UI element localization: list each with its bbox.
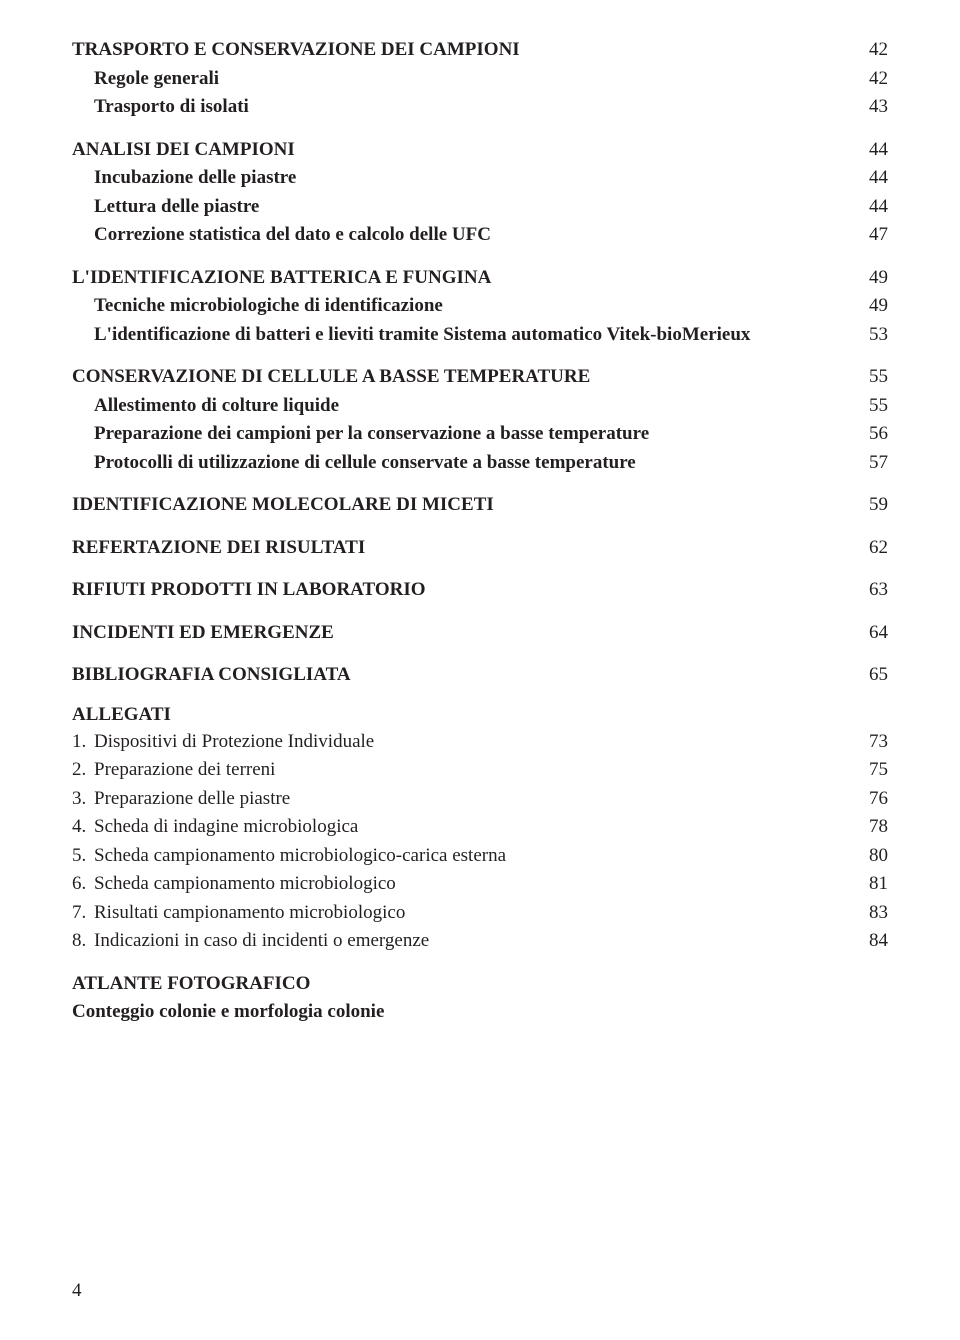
toc-page: 43 — [848, 93, 888, 122]
toc-label: Lettura delle piastre — [94, 193, 848, 222]
allegati-label: 1.Dispositivi di Protezione Individuale — [72, 728, 848, 757]
toc-label: CONSERVAZIONE DI CELLULE A BASSE TEMPERA… — [72, 363, 848, 392]
toc-page: 65 — [848, 661, 888, 690]
toc-label: RIFIUTI PRODOTTI IN LABORATORIO — [72, 576, 848, 605]
toc-label: INCIDENTI ED EMERGENZE — [72, 619, 848, 648]
toc-page: 44 — [848, 164, 888, 193]
allegati-row: 5.Scheda campionamento microbiologico-ca… — [72, 842, 888, 871]
toc-label: Incubazione delle piastre — [94, 164, 848, 193]
toc-row: BIBLIOGRAFIA CONSIGLIATA65 — [72, 661, 888, 690]
allegati-label: 6.Scheda campionamento microbiologico — [72, 870, 848, 899]
toc-row: Allestimento di colture liquide55 — [72, 392, 888, 421]
toc-label: Preparazione dei campioni per la conserv… — [94, 420, 848, 449]
toc-row: IDENTIFICAZIONE MOLECOLARE DI MICETI59 — [72, 491, 888, 520]
allegati-page: 80 — [848, 842, 888, 871]
allegati-label: 4.Scheda di indagine microbiologica — [72, 813, 848, 842]
toc-row: TRASPORTO E CONSERVAZIONE DEI CAMPIONI42 — [72, 36, 888, 65]
toc-page: 44 — [848, 136, 888, 165]
toc-row: CONSERVAZIONE DI CELLULE A BASSE TEMPERA… — [72, 363, 888, 392]
allegati-label: 5.Scheda campionamento microbiologico-ca… — [72, 842, 848, 871]
allegati-page: 84 — [848, 927, 888, 956]
toc-label: Protocolli di utilizzazione di cellule c… — [94, 449, 848, 478]
toc-label: Regole generali — [94, 65, 848, 94]
toc-page: 49 — [848, 264, 888, 293]
allegati-label: 7.Risultati campionamento microbiologico — [72, 899, 848, 928]
toc-row: Tecniche microbiologiche di identificazi… — [72, 292, 888, 321]
toc-row: REFERTAZIONE DEI RISULTATI62 — [72, 534, 888, 563]
toc-section: REFERTAZIONE DEI RISULTATI62 — [72, 534, 888, 563]
toc-section: CONSERVAZIONE DI CELLULE A BASSE TEMPERA… — [72, 363, 888, 477]
toc-page: 64 — [848, 619, 888, 648]
toc-page: 44 — [848, 193, 888, 222]
page-number: 4 — [72, 1280, 82, 1302]
allegati-label: 8.Indicazioni in caso di incidenti o eme… — [72, 927, 848, 956]
toc-page: 59 — [848, 491, 888, 520]
atlante-line2: Conteggio colonie e morfologia colonie — [72, 998, 888, 1027]
toc-page: 55 — [848, 392, 888, 421]
toc-row: Lettura delle piastre44 — [72, 193, 888, 222]
toc-page: 49 — [848, 292, 888, 321]
toc-section: IDENTIFICAZIONE MOLECOLARE DI MICETI59 — [72, 491, 888, 520]
allegati-page: 78 — [848, 813, 888, 842]
toc-page: 42 — [848, 65, 888, 94]
toc-page: 47 — [848, 221, 888, 250]
toc-label: BIBLIOGRAFIA CONSIGLIATA — [72, 661, 848, 690]
allegati-row: 1.Dispositivi di Protezione Individuale7… — [72, 728, 888, 757]
toc-section: RIFIUTI PRODOTTI IN LABORATORIO63 — [72, 576, 888, 605]
allegati-page: 76 — [848, 785, 888, 814]
toc-page: 53 — [848, 321, 888, 350]
toc-row: L'IDENTIFICAZIONE BATTERICA E FUNGINA49 — [72, 264, 888, 293]
toc-label: ANALISI DEI CAMPIONI — [72, 136, 848, 165]
toc-row: ANALISI DEI CAMPIONI44 — [72, 136, 888, 165]
allegati-page: 81 — [848, 870, 888, 899]
toc-section: L'IDENTIFICAZIONE BATTERICA E FUNGINA49T… — [72, 264, 888, 350]
toc-page: 57 — [848, 449, 888, 478]
atlante-section: ATLANTE FOTOGRAFICO Conteggio colonie e … — [72, 970, 888, 1027]
toc-row: Incubazione delle piastre44 — [72, 164, 888, 193]
toc-row: RIFIUTI PRODOTTI IN LABORATORIO63 — [72, 576, 888, 605]
toc-label: REFERTAZIONE DEI RISULTATI — [72, 534, 848, 563]
allegati-section: ALLEGATI 1.Dispositivi di Protezione Ind… — [72, 704, 888, 956]
toc-label: Correzione statistica del dato e calcolo… — [94, 221, 848, 250]
toc-row: L'identificazione di batteri e lieviti t… — [72, 321, 888, 350]
toc-section: INCIDENTI ED EMERGENZE64 — [72, 619, 888, 648]
allegati-page: 83 — [848, 899, 888, 928]
toc-row: Protocolli di utilizzazione di cellule c… — [72, 449, 888, 478]
toc-label: Trasporto di isolati — [94, 93, 848, 122]
toc-row: Regole generali42 — [72, 65, 888, 94]
toc-label: TRASPORTO E CONSERVAZIONE DEI CAMPIONI — [72, 36, 848, 65]
allegati-row: 7.Risultati campionamento microbiologico… — [72, 899, 888, 928]
atlante-line1: ATLANTE FOTOGRAFICO — [72, 970, 888, 999]
toc-sections: TRASPORTO E CONSERVAZIONE DEI CAMPIONI42… — [72, 36, 888, 690]
toc-row: Correzione statistica del dato e calcolo… — [72, 221, 888, 250]
allegati-row: 4.Scheda di indagine microbiologica78 — [72, 813, 888, 842]
toc-row: Trasporto di isolati43 — [72, 93, 888, 122]
toc-section: ANALISI DEI CAMPIONI44Incubazione delle … — [72, 136, 888, 250]
allegati-row: 3.Preparazione delle piastre76 — [72, 785, 888, 814]
toc-page: 42 — [848, 36, 888, 65]
allegati-row: 8.Indicazioni in caso di incidenti o eme… — [72, 927, 888, 956]
allegati-items: 1.Dispositivi di Protezione Individuale7… — [72, 728, 888, 956]
toc-page: 62 — [848, 534, 888, 563]
toc-page: 55 — [848, 363, 888, 392]
allegati-label: 3.Preparazione delle piastre — [72, 785, 848, 814]
toc-section: BIBLIOGRAFIA CONSIGLIATA65 — [72, 661, 888, 690]
allegati-row: 2.Preparazione dei terreni75 — [72, 756, 888, 785]
toc-label: L'identificazione di batteri e lieviti t… — [94, 321, 848, 350]
allegati-page: 75 — [848, 756, 888, 785]
allegati-heading: ALLEGATI — [72, 704, 888, 726]
toc-page: 63 — [848, 576, 888, 605]
toc-label: Tecniche microbiologiche di identificazi… — [94, 292, 848, 321]
allegati-row: 6.Scheda campionamento microbiologico81 — [72, 870, 888, 899]
toc-page: 56 — [848, 420, 888, 449]
toc-section: TRASPORTO E CONSERVAZIONE DEI CAMPIONI42… — [72, 36, 888, 122]
allegati-page: 73 — [848, 728, 888, 757]
toc-row: INCIDENTI ED EMERGENZE64 — [72, 619, 888, 648]
toc-row: Preparazione dei campioni per la conserv… — [72, 420, 888, 449]
allegati-label: 2.Preparazione dei terreni — [72, 756, 848, 785]
toc-label: Allestimento di colture liquide — [94, 392, 848, 421]
toc-label: IDENTIFICAZIONE MOLECOLARE DI MICETI — [72, 491, 848, 520]
toc-label: L'IDENTIFICAZIONE BATTERICA E FUNGINA — [72, 264, 848, 293]
